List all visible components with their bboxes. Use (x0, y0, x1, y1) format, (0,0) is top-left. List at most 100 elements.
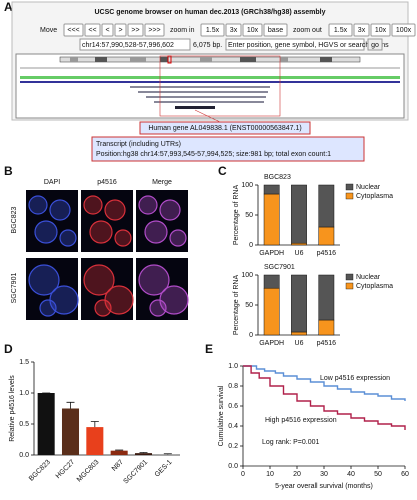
y-tick-label: 1.0 (228, 363, 238, 370)
x-tick-label: HGC27 (55, 459, 77, 481)
nav-button[interactable] (263, 23, 288, 37)
bar-segment (318, 184, 335, 228)
nav-button-label[interactable]: 10x (375, 27, 387, 34)
annotation: High p4516 expression (265, 417, 337, 424)
nav-button-label[interactable]: <<< (67, 27, 79, 34)
x-tick-label: 10 (266, 471, 274, 478)
nav-button-label[interactable]: << (88, 27, 96, 34)
bar (61, 408, 80, 455)
error-bar (66, 401, 75, 409)
cell (83, 195, 103, 215)
cell (169, 229, 187, 247)
cell (149, 299, 167, 317)
y-tick-label: 0.8 (228, 383, 238, 390)
annotation: Log rank: P=0.001 (262, 439, 320, 446)
cell (159, 199, 181, 221)
nav-button-label[interactable]: >> (131, 27, 139, 34)
track-text (154, 101, 264, 103)
gene-name: Human gene AL049838.1 (ENST00000563847.1… (148, 125, 301, 132)
nav-button-label[interactable]: < (105, 27, 109, 34)
column-label: Merge (152, 179, 172, 186)
nav-button-label[interactable]: base (268, 27, 283, 34)
annotation: Low p4516 expression (320, 375, 390, 382)
bar-segment (263, 274, 280, 289)
go-button[interactable] (367, 38, 383, 51)
bar-segment (318, 319, 335, 336)
browser-title: UCSC genome browser on human dec.2013 (G… (94, 9, 325, 16)
nav-button[interactable] (63, 23, 84, 37)
nav-button-label[interactable]: 3x (230, 27, 238, 34)
legend-label: Nuclear (356, 184, 381, 191)
ideogram-band (200, 57, 212, 62)
size: 6,075 bp. (193, 42, 222, 49)
bar (134, 453, 153, 455)
position[interactable]: chr14:57,990,528-57,996,602 (82, 42, 174, 49)
chart-title: SGC7901 (264, 264, 295, 271)
x-tick-label: p4516 (317, 340, 337, 347)
nav-button[interactable] (101, 23, 114, 37)
y-tick-label: 0.0 (19, 452, 29, 459)
nav-button[interactable] (242, 23, 263, 37)
y-tick-label: 50 (245, 212, 253, 219)
cell (138, 264, 170, 296)
x-tick-label: 40 (347, 471, 355, 478)
nav-button-label[interactable]: 1.5x (206, 27, 220, 34)
bar-segment (291, 331, 307, 336)
y-tick-label: 0.4 (228, 423, 238, 430)
nav-button[interactable] (127, 23, 144, 37)
track-bar (20, 76, 400, 79)
y-tick-label: 50 (245, 302, 253, 309)
error-bar (90, 421, 99, 428)
nav-button-label[interactable]: > (118, 27, 122, 34)
bar (159, 454, 177, 455)
bar-segment (263, 193, 280, 246)
cell (89, 220, 113, 244)
bar-segment (291, 242, 307, 246)
panel-label: A (4, 0, 13, 14)
y-tick-label: 1.0 (19, 390, 29, 397)
nav-label: Move (40, 27, 57, 34)
nav-button[interactable] (225, 23, 242, 37)
error-bar (115, 449, 124, 451)
cell (104, 199, 126, 221)
go-label[interactable]: go (371, 42, 379, 49)
nav-button[interactable] (200, 23, 225, 37)
position-box[interactable] (79, 38, 191, 51)
nav-button[interactable] (84, 23, 101, 37)
panel-label: C (218, 164, 227, 178)
nav-button[interactable] (370, 23, 391, 37)
nav-button[interactable] (328, 23, 353, 37)
search-placeholder[interactable]: Enter position, gene symbol, HGVS or sea… (228, 42, 389, 49)
survival-curve (243, 365, 406, 430)
transcript-position: Position:hg38 chr14:57,993,545-57,994,52… (96, 151, 331, 158)
column-label: DAPI (44, 179, 60, 186)
legend-swatch (345, 192, 354, 200)
nav-button[interactable] (144, 23, 165, 37)
y-tick-label: 100 (241, 182, 253, 189)
cell (49, 199, 71, 221)
x-tick-label: GES-1 (154, 459, 174, 479)
x-tick-label: N87 (111, 459, 125, 473)
y-tick-label: 0.6 (228, 403, 238, 410)
legend-label: Nuclear (356, 274, 381, 281)
ideogram-band (70, 57, 78, 62)
nav-label: zoom out (293, 27, 322, 34)
y-tick-label: 0 (249, 332, 253, 339)
nav-button-label[interactable]: 100x (396, 27, 412, 34)
y-tick-label: 0.2 (228, 443, 238, 450)
x-tick-label: 50 (374, 471, 382, 478)
nav-button[interactable] (114, 23, 127, 37)
y-tick-label: 0.0 (228, 463, 238, 470)
nav-button-label[interactable]: 10x (247, 27, 259, 34)
nav-button-label[interactable]: 1.5x (334, 27, 348, 34)
legend-swatch (345, 282, 354, 290)
y-tick-label: 100 (241, 272, 253, 279)
nav-button-label[interactable]: >>> (148, 27, 160, 34)
nav-button[interactable] (391, 23, 416, 37)
nav-button-label[interactable]: 3x (358, 27, 366, 34)
transcript-title: Transcript (including UTRs) (96, 141, 181, 148)
nav-button[interactable] (353, 23, 370, 37)
search-box[interactable] (225, 38, 365, 51)
x-tick-label: GAPDH (259, 250, 284, 257)
gene-track (175, 106, 215, 109)
